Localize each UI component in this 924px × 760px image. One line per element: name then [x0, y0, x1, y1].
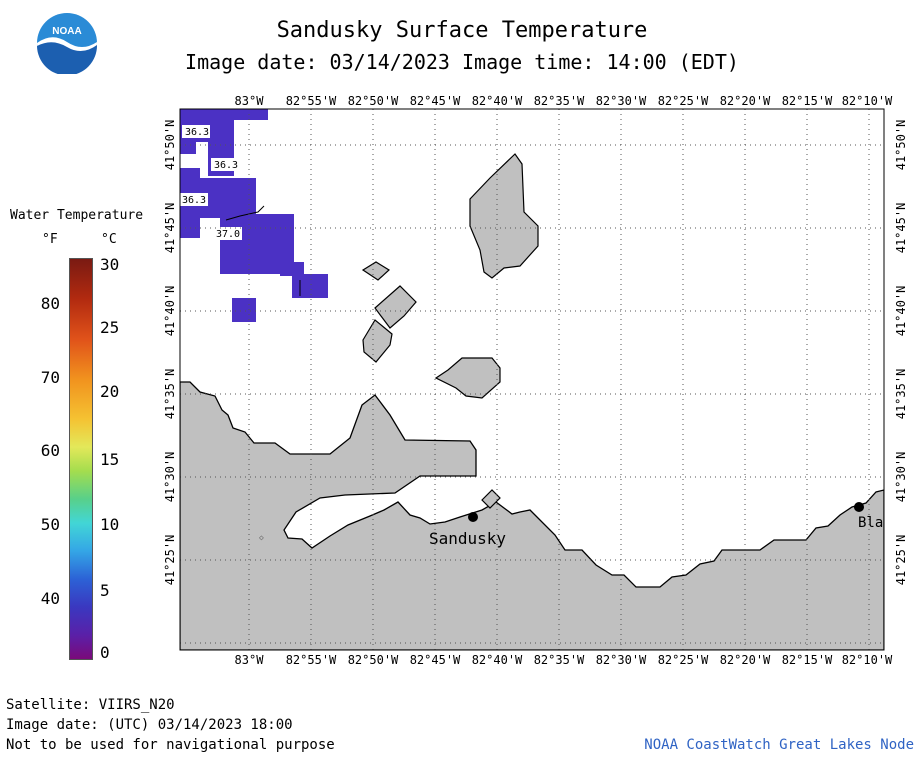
- temp-label: 36.3: [185, 127, 209, 138]
- lon-label: 82°30'W: [596, 653, 647, 667]
- page-title: Sandusky Surface Temperature: [276, 18, 648, 43]
- lat-label: 41°40'N: [163, 286, 177, 337]
- lat-label: 41°40'N: [894, 286, 908, 337]
- lat-label: 41°30'N: [163, 452, 177, 503]
- temperature-pixels: [180, 109, 328, 322]
- lon-label: 82°35'W: [534, 653, 585, 667]
- utc-date: Image date: (UTC) 03/14/2023 18:00: [6, 717, 293, 733]
- lon-label: 82°35'W: [534, 94, 585, 108]
- city-marker-icon: [854, 502, 864, 512]
- latitude-labels-left: 41°50'N 41°45'N 41°40'N 41°35'N 41°30'N …: [163, 120, 177, 586]
- lon-label: 82°10'W: [842, 653, 893, 667]
- lon-label: 82°45'W: [410, 94, 461, 108]
- lat-label: 41°25'N: [163, 535, 177, 586]
- latitude-labels-right: 41°50'N 41°45'N 41°40'N 41°35'N 41°30'N …: [894, 120, 908, 586]
- satellite-info: Satellite: VIIRS_N20: [6, 697, 175, 713]
- lon-label: 82°25'W: [658, 653, 709, 667]
- c-tick-label: 0: [100, 643, 110, 662]
- island: [362, 319, 393, 363]
- lon-label: 82°55'W: [286, 94, 337, 108]
- image-date-time: Image date: 03/14/2023 Image time: 14:00…: [185, 50, 739, 74]
- mainland: [180, 381, 884, 650]
- lon-label: 83°W: [235, 94, 265, 108]
- legend-unit-c: °C: [101, 232, 117, 247]
- lon-label: 82°55'W: [286, 653, 337, 667]
- f-tick-label: 80: [40, 294, 60, 313]
- temp-label: 36.3: [214, 160, 238, 171]
- f-tick-label: 40: [40, 589, 60, 608]
- lat-label: 41°50'N: [894, 120, 908, 171]
- lon-label: 82°20'W: [720, 94, 771, 108]
- c-tick-label: 10: [100, 515, 120, 534]
- city-label: Bla: [858, 515, 883, 531]
- lon-label: 82°15'W: [782, 94, 833, 108]
- c-tick-label: 30: [100, 255, 120, 274]
- city-label-sandusky: Sandusky: [429, 529, 506, 548]
- lon-label: 82°30'W: [596, 94, 647, 108]
- lat-label: 41°50'N: [163, 120, 177, 171]
- lat-label: 41°30'N: [894, 452, 908, 503]
- noaa-logo-icon: NOAA: [37, 13, 98, 74]
- f-tick-label: 60: [40, 441, 60, 460]
- c-tick-label: 20: [100, 382, 120, 401]
- lat-label: 41°25'N: [894, 535, 908, 586]
- longitude-labels-bottom: 83°W 82°55'W 82°50'W 82°45'W 82°40'W 82°…: [235, 653, 894, 667]
- lon-label: 82°20'W: [720, 653, 771, 667]
- temp-label: 37.0: [216, 229, 240, 240]
- lon-label: 82°40'W: [472, 653, 523, 667]
- disclaimer: Not to be used for navigational purpose: [6, 737, 335, 753]
- lon-label: 82°25'W: [658, 94, 709, 108]
- lon-label: 82°50'W: [348, 653, 399, 667]
- c-tick-label: 5: [100, 581, 110, 600]
- lon-label: 83°W: [235, 653, 265, 667]
- lat-label: 41°35'N: [163, 369, 177, 420]
- c-tick-label: 15: [100, 450, 120, 469]
- sandusky-marker-icon: [468, 512, 478, 522]
- island: [374, 285, 417, 329]
- legend-title: Water Temperature: [10, 208, 144, 223]
- f-tick-label: 70: [40, 368, 60, 387]
- lon-label: 82°10'W: [842, 94, 893, 108]
- logo-text: NOAA: [52, 26, 81, 37]
- pelee-island: [469, 153, 539, 279]
- lon-label: 82°15'W: [782, 653, 833, 667]
- small-island: [481, 489, 501, 509]
- lon-label: 82°40'W: [472, 94, 523, 108]
- f-tick-label: 50: [40, 515, 60, 534]
- temperature-colorbar: [69, 258, 93, 660]
- lat-label: 41°45'N: [163, 203, 177, 254]
- c-tick-label: 25: [100, 318, 120, 337]
- legend-unit-f: °F: [42, 232, 58, 247]
- graticule: [180, 109, 884, 650]
- kelleys-island: [434, 357, 501, 399]
- credit-link[interactable]: NOAA CoastWatch Great Lakes Node: [644, 737, 914, 753]
- island: [361, 261, 390, 281]
- svg-text:◇: ◇: [259, 533, 264, 542]
- map-frame: [179, 108, 885, 651]
- temp-label: 36.3: [182, 195, 206, 206]
- lat-label: 41°45'N: [894, 203, 908, 254]
- lat-label: 41°35'N: [894, 369, 908, 420]
- longitude-labels-top: 83°W 82°55'W 82°50'W 82°45'W 82°40'W 82°…: [235, 94, 894, 108]
- lon-label: 82°50'W: [348, 94, 399, 108]
- lon-label: 82°45'W: [410, 653, 461, 667]
